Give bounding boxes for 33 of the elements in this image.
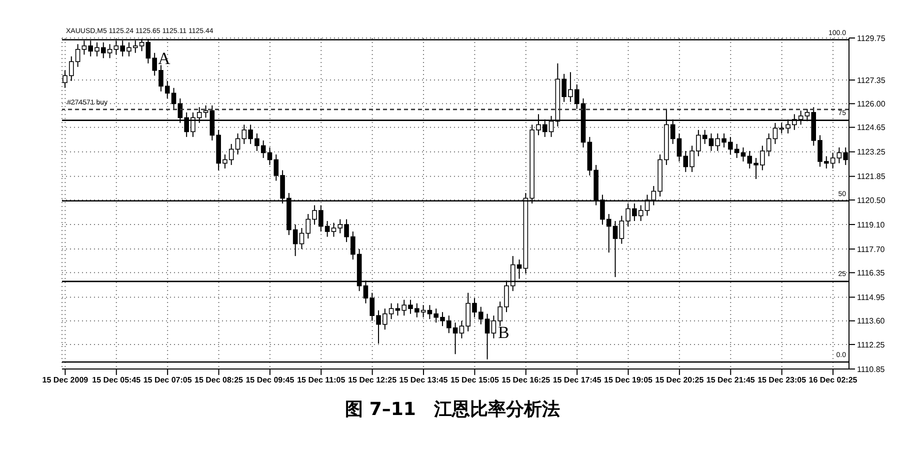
y-tick-label: 1116.35 — [857, 268, 886, 278]
y-tick-label: 1129.75 — [857, 34, 886, 43]
x-tick-label: 15 Dec 16:25 — [502, 376, 551, 385]
y-tick-label: 1117.70 — [857, 244, 886, 254]
annotation: A — [158, 49, 170, 68]
x-tick-label: 15 Dec 13:45 — [399, 376, 448, 385]
y-tick-label: 1120.50 — [857, 196, 886, 205]
x-tick-label: 15 Dec 09:45 — [246, 376, 295, 385]
x-tick-label: 15 Dec 19:05 — [604, 376, 654, 385]
x-tick-label: 15 Dec 20:25 — [655, 376, 704, 385]
y-tick-label: 1110.85 — [857, 364, 886, 374]
x-tick-label: 15 Dec 05:45 — [92, 376, 142, 385]
y-tick-label: 1113.60 — [857, 316, 886, 326]
y-tick-label: 1123.25 — [857, 148, 886, 157]
x-tick-label: 15 Dec 15:05 — [450, 376, 500, 385]
x-tick-label: 15 Dec 12:25 — [348, 376, 398, 385]
y-tick-label: 1126.00 — [857, 100, 886, 109]
x-tick-label: 15 Dec 11:05 — [297, 376, 346, 385]
annotation: B — [498, 323, 510, 342]
x-tick-label: 15 Dec 2009 — [42, 376, 89, 385]
x-tick-label: 15 Dec 07:05 — [143, 376, 192, 385]
x-tick-label: 15 Dec 21:45 — [706, 376, 756, 385]
y-tick-label: 1127.35 — [857, 76, 886, 85]
y-tick-label: 1114.95 — [857, 293, 886, 302]
y-tick-label: 1121.85 — [857, 172, 886, 182]
x-tick-label: 16 Dec 02:25 — [808, 376, 858, 385]
text: 图 7–11 江恩比率分析法 — [344, 398, 561, 421]
y-tick-label: 1119.10 — [857, 220, 886, 230]
x-tick-label: 15 Dec 08:25 — [194, 376, 244, 385]
y-tick-label: 1124.65 — [857, 123, 886, 132]
x-tick-label: 15 Dec 17:45 — [552, 376, 602, 385]
x-tick-label: 15 Dec 23:05 — [758, 376, 807, 385]
y-tick-label: 1112.25 — [857, 340, 886, 350]
